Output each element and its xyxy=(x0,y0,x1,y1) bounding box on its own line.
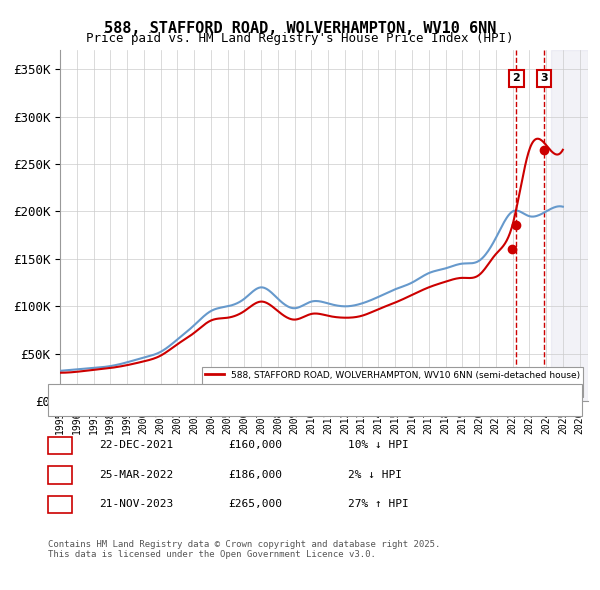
Legend: 588, STAFFORD ROAD, WOLVERHAMPTON, WV10 6NN (semi-detached house), HPI: Average : 588, STAFFORD ROAD, WOLVERHAMPTON, WV10 … xyxy=(202,367,583,396)
Text: £186,000: £186,000 xyxy=(228,470,282,480)
Text: ——: —— xyxy=(69,401,97,415)
Text: 3: 3 xyxy=(541,73,548,83)
Text: 21-NOV-2023: 21-NOV-2023 xyxy=(99,500,173,509)
Text: 2: 2 xyxy=(56,470,64,480)
Bar xyxy=(551,50,588,401)
Text: £265,000: £265,000 xyxy=(228,500,282,509)
Text: 25-MAR-2022: 25-MAR-2022 xyxy=(99,470,173,480)
Text: ——: —— xyxy=(69,386,97,399)
Text: HPI: Average price, semi-detached house, Wolverhampton: HPI: Average price, semi-detached house,… xyxy=(93,403,410,413)
Text: 588, STAFFORD ROAD, WOLVERHAMPTON, WV10 6NN: 588, STAFFORD ROAD, WOLVERHAMPTON, WV10 … xyxy=(104,21,496,35)
Text: 3: 3 xyxy=(56,500,64,509)
Text: 27% ↑ HPI: 27% ↑ HPI xyxy=(348,500,409,509)
Text: 588, STAFFORD ROAD, WOLVERHAMPTON, WV10 6NN (semi-detached house): 588, STAFFORD ROAD, WOLVERHAMPTON, WV10 … xyxy=(93,388,475,398)
Text: 22-DEC-2021: 22-DEC-2021 xyxy=(99,441,173,450)
Text: 1: 1 xyxy=(56,441,64,450)
Text: £160,000: £160,000 xyxy=(228,441,282,450)
Text: 2% ↓ HPI: 2% ↓ HPI xyxy=(348,470,402,480)
Text: 2: 2 xyxy=(512,73,520,83)
Text: Price paid vs. HM Land Registry's House Price Index (HPI): Price paid vs. HM Land Registry's House … xyxy=(86,32,514,45)
Text: 10% ↓ HPI: 10% ↓ HPI xyxy=(348,441,409,450)
Text: Contains HM Land Registry data © Crown copyright and database right 2025.
This d: Contains HM Land Registry data © Crown c… xyxy=(48,540,440,559)
